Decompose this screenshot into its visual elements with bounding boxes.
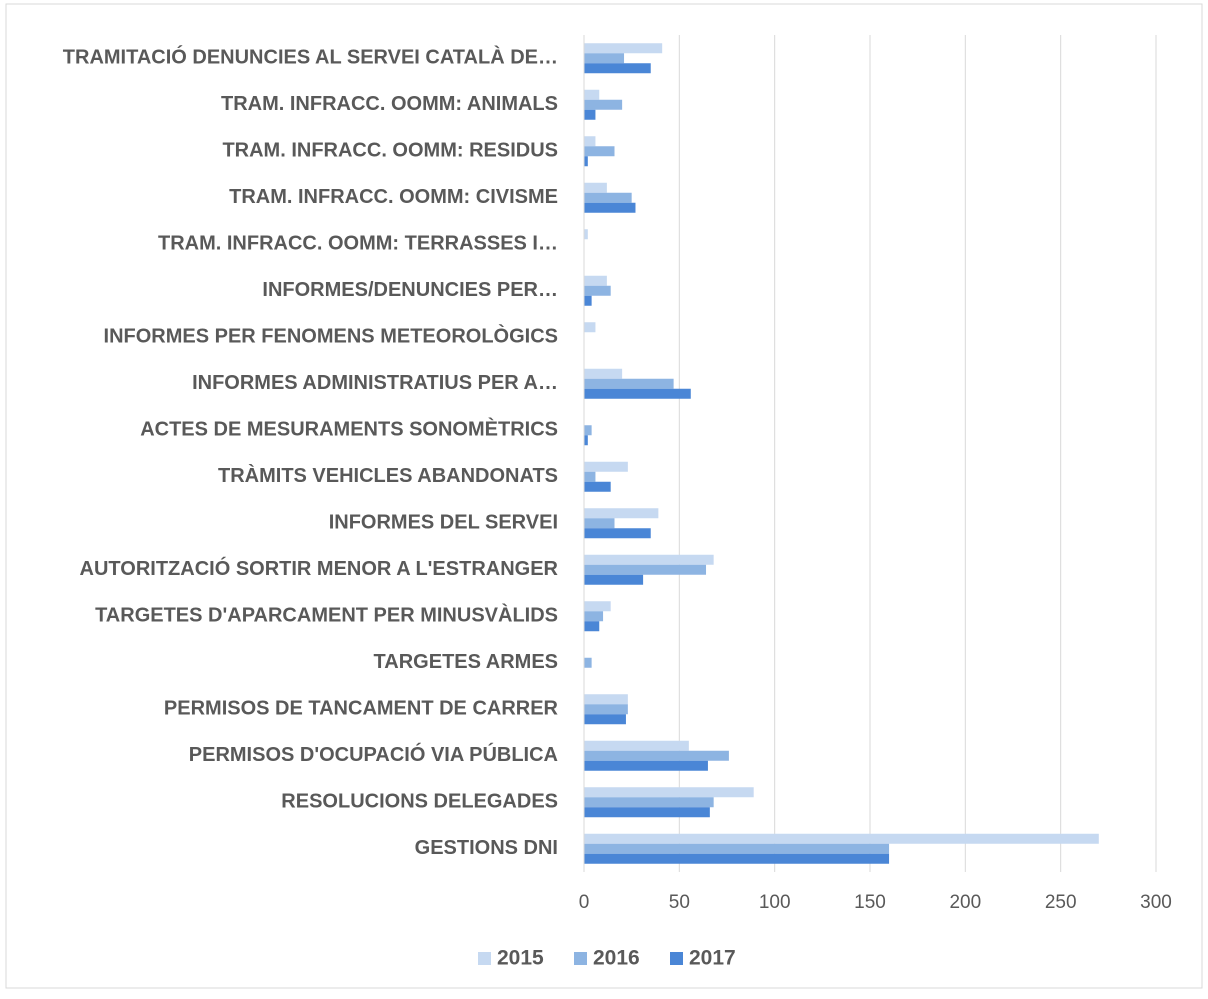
y-tick-label: TRÀMITS VEHICLES ABANDONATS — [218, 464, 558, 487]
y-tick-label: TARGETES D'APARCAMENT PER MINUSVÀLIDS — [95, 604, 558, 627]
bar — [584, 528, 651, 539]
y-tick-label: PERMISOS D'OCUPACIÓ VIA PÚBLICA — [189, 742, 558, 766]
bar — [584, 554, 714, 565]
bar — [584, 760, 708, 771]
bar — [584, 99, 623, 110]
x-tick-label: 150 — [854, 892, 886, 913]
bar — [584, 322, 596, 333]
y-tick-label: TRAM. INFRACC. OOMM: ANIMALS — [221, 93, 558, 115]
bar — [584, 471, 596, 482]
bar — [584, 787, 754, 798]
y-tick-label: INFORMES DEL SERVEI — [329, 512, 558, 534]
legend-label: 2015 — [497, 947, 544, 970]
x-tick-label: 250 — [1045, 892, 1077, 913]
bar — [584, 833, 1099, 844]
legend-swatch — [574, 952, 587, 965]
y-tick-label: ACTES DE MESURAMENTS SONOMÈTRICS — [140, 418, 558, 441]
bar — [584, 657, 592, 668]
bar — [584, 750, 729, 761]
bar — [584, 518, 615, 529]
bar — [584, 714, 626, 725]
bar — [584, 853, 890, 864]
bar — [584, 136, 596, 147]
y-tick-label: TRAM. INFRACC. OOMM: RESIDUS — [222, 140, 558, 162]
bar — [584, 564, 707, 575]
bar — [584, 435, 588, 446]
bar — [584, 378, 674, 389]
bar — [584, 601, 611, 612]
x-tick-label: 200 — [949, 892, 981, 913]
x-tick-label: 100 — [759, 892, 791, 913]
x-tick-label: 50 — [669, 892, 690, 913]
x-tick-label: 0 — [579, 892, 590, 913]
bar — [584, 43, 663, 54]
bar — [584, 182, 607, 193]
y-tick-label: INFORMES PER FENOMENS METEOROLÒGICS — [104, 324, 558, 348]
legend-label: 2017 — [689, 947, 736, 970]
bar — [584, 574, 644, 585]
y-tick-label: TRAMITACIÓ DENUNCIES AL SERVEI CATALÀ DE… — [63, 45, 558, 69]
bar — [584, 797, 714, 808]
legend-label: 2016 — [593, 947, 640, 970]
bar — [584, 740, 689, 751]
y-tick-label: PERMISOS DE TANCAMENT DE CARRER — [164, 698, 559, 720]
y-tick-label: RESOLUCIONS DELEGADES — [281, 791, 558, 813]
x-tick-label: 300 — [1140, 892, 1172, 913]
bar — [584, 285, 611, 296]
bar — [584, 109, 596, 120]
bar — [584, 611, 604, 622]
bar — [584, 89, 600, 100]
bar — [584, 388, 691, 399]
bar — [584, 295, 592, 306]
bar — [584, 229, 588, 240]
bar — [584, 53, 625, 64]
bar — [584, 807, 710, 818]
y-tick-label: INFORMES ADMINISTRATIUS PER A… — [192, 372, 558, 394]
bar — [584, 202, 636, 213]
bar — [584, 156, 588, 167]
bar — [584, 146, 615, 157]
y-tick-label: GESTIONS DNI — [415, 837, 558, 859]
y-tick-label: TARGETES ARMES — [374, 651, 558, 673]
y-tick-label: INFORMES/DENUNCIES PER… — [262, 279, 558, 301]
y-tick-label: AUTORITZACIÓ SORTIR MENOR A L'ESTRANGER — [80, 556, 559, 580]
legend-swatch — [478, 952, 491, 965]
bar — [584, 621, 600, 632]
bar — [584, 425, 592, 436]
bar — [584, 368, 623, 379]
bar — [584, 843, 890, 854]
chart-border — [5, 3, 1203, 989]
y-tick-label: TRAM. INFRACC. OOMM: CIVISME — [229, 186, 558, 208]
bar — [584, 694, 628, 705]
legend-swatch — [670, 952, 683, 965]
bar — [584, 192, 632, 203]
bar — [584, 481, 611, 492]
bar — [584, 508, 659, 519]
y-tick-label: TRAM. INFRACC. OOMM: TERRASSES I… — [158, 233, 558, 255]
bar — [584, 275, 607, 286]
bar — [584, 63, 651, 74]
bar — [584, 704, 628, 715]
bar — [584, 461, 628, 472]
